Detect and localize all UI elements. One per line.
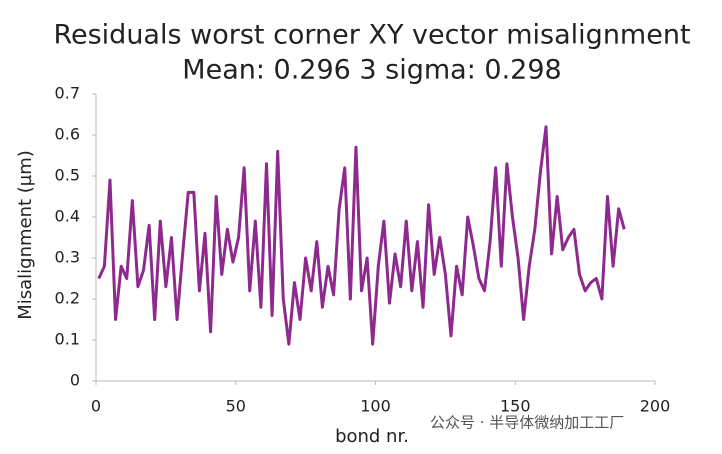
x-axis-label: bond nr. xyxy=(335,426,409,447)
y-tick-label: 0 xyxy=(70,371,80,390)
x-tick-label: 150 xyxy=(500,397,531,416)
watermark: 公众号 · 半导体微纳加工工厂 xyxy=(430,414,624,432)
x-tick-label: 200 xyxy=(640,397,671,416)
y-tick-label: 0.5 xyxy=(55,166,80,185)
data-line xyxy=(97,125,626,346)
chart-title: Residuals worst corner XY vector misalig… xyxy=(53,20,690,51)
y-tick-label: 0.4 xyxy=(55,207,80,226)
y-tick-label: 0.6 xyxy=(55,125,80,144)
y-tick-label: 0.3 xyxy=(55,248,80,267)
x-tick-label: 50 xyxy=(226,397,246,416)
x-tick-label: 100 xyxy=(360,397,391,416)
chart-subtitle: Mean: 0.296 3 sigma: 0.298 xyxy=(182,55,561,86)
y-tick-label: 0.1 xyxy=(55,330,80,349)
y-tick-label: 0.7 xyxy=(55,84,80,103)
y-tick-label: 0.2 xyxy=(55,289,80,308)
x-tick-label: 0 xyxy=(91,397,101,416)
y-axis-label: Misalignment (µm) xyxy=(15,150,36,320)
